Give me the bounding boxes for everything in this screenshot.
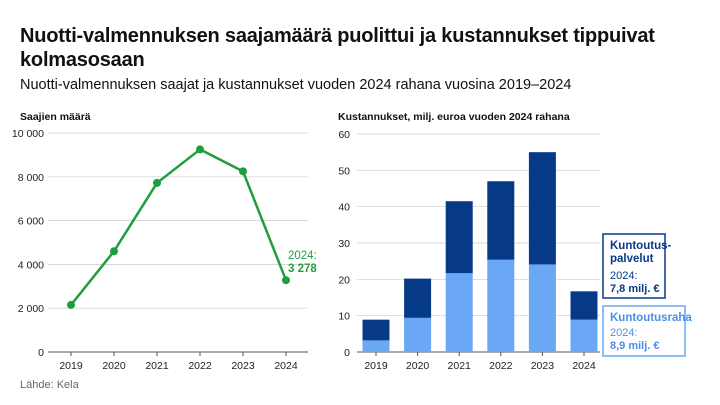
line-point [67,300,75,309]
bar-y-tick-label: 60 [338,129,350,141]
chart-subtitle: Nuotti-valmennuksen saajat ja kustannuks… [20,77,572,93]
bar-kuntoutusraha [445,273,473,352]
line-point [153,178,161,187]
line-point [239,167,247,176]
legend-kuntoutuspalvelut-label: 2024: [610,270,638,282]
bar-x-tick-label: 2022 [489,360,513,372]
line-x-tick-label: 2021 [145,360,169,372]
bar-y-axis-label: Kustannukset, milj. euroa vuoden 2024 ra… [338,111,570,123]
line-y-tick-label: 4 000 [18,259,44,271]
line-y-tick-label: 6 000 [18,216,44,228]
line-annotation-label: 2024: [288,250,317,262]
bar-kuntoutuspalvelut [362,319,390,341]
legend-kuntoutusraha-label: 2024: [610,327,638,339]
bar-kuntoutusraha [362,340,390,352]
legend-kuntoutuspalvelut: Kuntoutus- palvelut 2024: 7,8 milj. € [602,233,671,299]
line-x-tick-label: 2023 [231,360,255,372]
bar-x-tick-label: 2024 [572,360,596,372]
line-point [282,276,290,285]
bar-kuntoutuspalvelut [404,278,432,318]
bar-y-tick-label: 20 [338,274,350,286]
legend-kuntoutuspalvelut-name-1: Kuntoutus- [610,240,671,252]
line-y-tick-label: 10 000 [12,128,44,140]
bar-kuntoutusraha [487,259,515,352]
bar-x-tick-label: 2023 [531,360,555,372]
line-point [110,247,118,256]
legend-kuntoutuspalvelut-box [602,233,666,299]
legend-kuntoutusraha-box [602,305,686,357]
bar-kuntoutusraha [404,317,432,352]
bar-x-tick-label: 2021 [448,360,472,372]
legend-kuntoutusraha-name: Kuntoutusraha [610,312,692,324]
bar-y-tick-label: 40 [338,202,350,214]
line-x-tick-label: 2024 [274,360,298,372]
bar-x-tick-label: 2019 [364,360,388,372]
legend-kuntoutusraha: Kuntoutusraha 2024: 8,9 milj. € [602,305,692,357]
line-y-tick-label: 0 [38,347,44,359]
legend-kuntoutuspalvelut-name-2: palvelut [610,253,654,265]
bar-kuntoutuspalvelut [445,201,473,274]
bar-x-tick-label: 2020 [406,360,430,372]
legend-kuntoutuspalvelut-value: 7,8 milj. € [610,283,660,295]
bar-y-tick-label: 30 [338,238,350,250]
source-note: Lähde: Kela [20,379,79,391]
line-x-tick-label: 2022 [188,360,212,372]
costs-bar-chart: Kustannukset, milj. euroa vuoden 2024 ra… [338,111,692,372]
legend-kuntoutusraha-value: 8,9 milj. € [610,340,660,352]
recipients-line [70,148,288,306]
chart-title: Nuotti-valmennuksen saajamäärä puolittui… [20,25,655,71]
line-annotation-value: 3 278 [288,263,317,275]
recipients-line-chart: Saajien määrä 0 2 000 4 000 6 000 8 000 10 00… [12,111,318,372]
bar-y-tick-label: 0 [344,347,350,359]
line-y-tick-label: 8 000 [18,172,44,184]
bar-kuntoutuspalvelut [487,181,515,260]
bar-kuntoutusraha [570,319,598,352]
bar-kuntoutusraha [528,264,556,352]
line-x-tick-label: 2020 [102,360,126,372]
line-y-tick-label: 2 000 [18,303,44,315]
line-point [196,145,204,154]
line-x-tick-label: 2019 [59,360,83,372]
bar-kuntoutuspalvelut [570,291,598,320]
bar-y-tick-label: 50 [338,165,350,177]
line-y-axis-label: Saajien määrä [20,111,91,123]
bar-y-tick-label: 10 [338,311,350,323]
bar-kuntoutuspalvelut [528,152,556,265]
